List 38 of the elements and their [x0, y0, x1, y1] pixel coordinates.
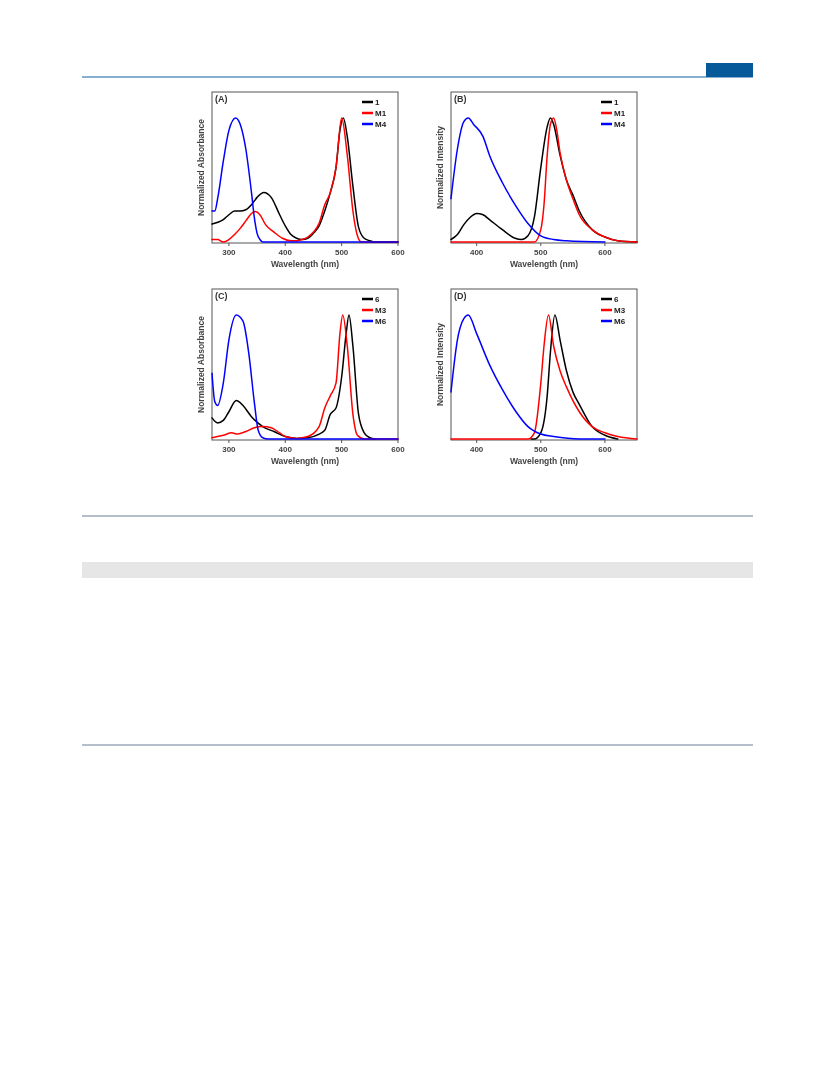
- legend-label: 1: [375, 98, 380, 107]
- x-tick-label: 500: [534, 248, 549, 257]
- legend-label: M3: [375, 306, 387, 315]
- legend-label: M4: [614, 120, 626, 129]
- chart-title: (C): [215, 291, 228, 301]
- x-tick-label: 400: [469, 248, 484, 257]
- legend-label: M1: [375, 109, 387, 118]
- legend-label: M6: [614, 317, 626, 326]
- x-tick-label: 300: [222, 248, 237, 257]
- legend-label: M1: [614, 109, 626, 118]
- legend-label: M3: [614, 306, 626, 315]
- legend-label: 1: [614, 98, 619, 107]
- legend-label: 6: [375, 295, 380, 304]
- x-tick-label: 400: [278, 445, 293, 454]
- chart-title: (B): [454, 94, 467, 104]
- chart-title: (D): [454, 291, 467, 301]
- x-tick-label: 500: [334, 445, 349, 454]
- x-tick-label: 500: [334, 248, 349, 257]
- x-axis-title: Wavelength (nm): [509, 259, 579, 269]
- x-tick-label: 400: [469, 445, 484, 454]
- x-tick-label: 600: [391, 445, 406, 454]
- x-tick-label: 400: [278, 248, 293, 257]
- y-axis-title: Normalized Absorbance: [196, 315, 206, 413]
- legend-label: M4: [375, 120, 387, 129]
- y-axis-title: Normalized Intensity: [435, 125, 445, 210]
- chart-title: (A): [215, 94, 228, 104]
- x-tick-label: 600: [598, 445, 613, 454]
- x-tick-label: 600: [598, 248, 613, 257]
- legend-label: 6: [614, 295, 619, 304]
- x-tick-label: 600: [391, 248, 406, 257]
- y-axis-title: Normalized Absorbance: [196, 118, 206, 216]
- legend-label: M6: [375, 317, 387, 326]
- x-tick-label: 300: [222, 445, 237, 454]
- x-tick-label: 500: [534, 445, 549, 454]
- x-axis-title: Wavelength (nm): [509, 456, 579, 466]
- x-axis-title: Wavelength (nm): [270, 456, 340, 466]
- x-axis-title: Wavelength (nm): [270, 259, 340, 269]
- y-axis-title: Normalized Intensity: [435, 322, 445, 407]
